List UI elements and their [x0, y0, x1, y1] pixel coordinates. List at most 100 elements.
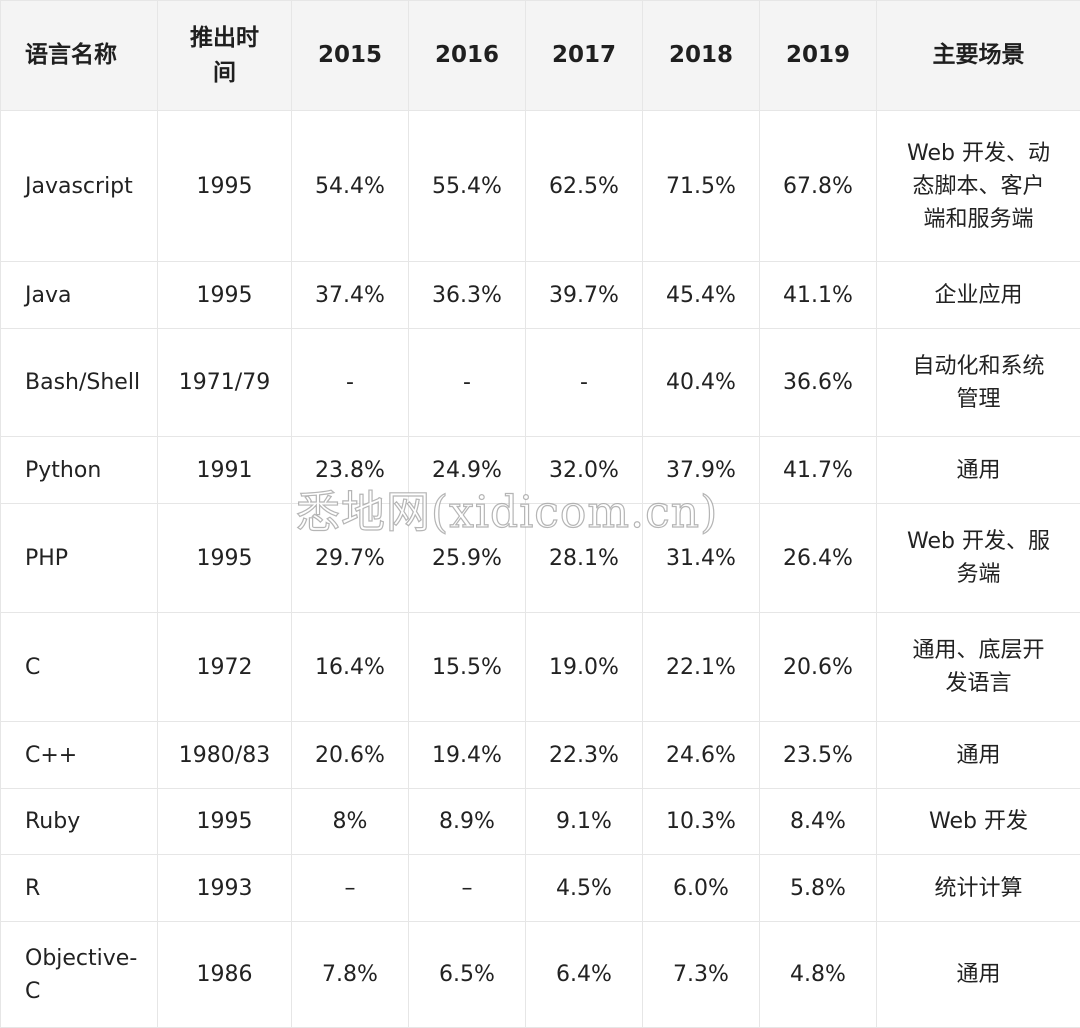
- header-2015: 2015: [292, 1, 409, 111]
- cell-y2019: 5.8%: [760, 855, 877, 922]
- cell-y2016: –: [409, 855, 526, 922]
- cell-y2015: 37.4%: [292, 262, 409, 329]
- cell-y2015: 54.4%: [292, 111, 409, 262]
- header-2019: 2019: [760, 1, 877, 111]
- cell-y2019: 26.4%: [760, 504, 877, 613]
- cell-y2017: 32.0%: [526, 437, 643, 504]
- cell-y2017: -: [526, 329, 643, 437]
- header-2017: 2017: [526, 1, 643, 111]
- cell-release: 1991: [158, 437, 292, 504]
- cell-y2019: 4.8%: [760, 922, 877, 1028]
- cell-name: C++: [1, 722, 158, 789]
- cell-scene: Web 开发、服务端: [877, 504, 1080, 613]
- cell-y2019: 23.5%: [760, 722, 877, 789]
- cell-scene: 企业应用: [877, 262, 1080, 329]
- cell-y2019: 36.6%: [760, 329, 877, 437]
- cell-y2017: 62.5%: [526, 111, 643, 262]
- cell-y2017: 6.4%: [526, 922, 643, 1028]
- cell-y2015: 16.4%: [292, 613, 409, 722]
- cell-y2015: 8%: [292, 789, 409, 855]
- cell-y2018: 31.4%: [643, 504, 760, 613]
- cell-y2016: 6.5%: [409, 922, 526, 1028]
- cell-scene: 通用: [877, 722, 1080, 789]
- cell-name: Javascript: [1, 111, 158, 262]
- cell-y2018: 24.6%: [643, 722, 760, 789]
- cell-name: PHP: [1, 504, 158, 613]
- cell-y2018: 71.5%: [643, 111, 760, 262]
- cell-y2016: 25.9%: [409, 504, 526, 613]
- cell-y2015: 29.7%: [292, 504, 409, 613]
- cell-y2015: 20.6%: [292, 722, 409, 789]
- cell-release: 1986: [158, 922, 292, 1028]
- cell-name: Ruby: [1, 789, 158, 855]
- cell-scene: Web 开发: [877, 789, 1080, 855]
- cell-release: 1995: [158, 504, 292, 613]
- header-name: 语言名称: [1, 1, 158, 111]
- cell-release: 1995: [158, 262, 292, 329]
- header-release: 推出时间: [158, 1, 292, 111]
- cell-scene: 通用: [877, 922, 1080, 1028]
- cell-y2017: 39.7%: [526, 262, 643, 329]
- cell-release: 1971/79: [158, 329, 292, 437]
- cell-y2016: 55.4%: [409, 111, 526, 262]
- cell-y2018: 37.9%: [643, 437, 760, 504]
- cell-release: 1972: [158, 613, 292, 722]
- cell-scene: 统计计算: [877, 855, 1080, 922]
- cell-y2019: 20.6%: [760, 613, 877, 722]
- cell-y2016: 19.4%: [409, 722, 526, 789]
- cell-scene: 通用: [877, 437, 1080, 504]
- header-release-label: 推出时间: [190, 25, 259, 86]
- cell-name: Objective-C: [1, 922, 158, 1028]
- cell-y2019: 41.1%: [760, 262, 877, 329]
- cell-y2017: 4.5%: [526, 855, 643, 922]
- cell-name: Java: [1, 262, 158, 329]
- cell-y2016: 15.5%: [409, 613, 526, 722]
- cell-scene: 通用、底层开发语言: [877, 613, 1080, 722]
- cell-name: Bash/Shell: [1, 329, 158, 437]
- cell-name: Python: [1, 437, 158, 504]
- cell-y2016: 36.3%: [409, 262, 526, 329]
- cell-y2016: 8.9%: [409, 789, 526, 855]
- cell-y2019: 41.7%: [760, 437, 877, 504]
- cell-y2016: -: [409, 329, 526, 437]
- cell-scene: 自动化和系统管理: [877, 329, 1080, 437]
- cell-y2018: 40.4%: [643, 329, 760, 437]
- cell-y2015: 7.8%: [292, 922, 409, 1028]
- cell-y2017: 22.3%: [526, 722, 643, 789]
- table-header-row: 语言名称 推出时间 2015 2016 2017 2018 2019 主要场景: [1, 1, 1080, 111]
- cell-name: R: [1, 855, 158, 922]
- header-2016: 2016: [409, 1, 526, 111]
- cell-y2017: 28.1%: [526, 504, 643, 613]
- cell-y2018: 10.3%: [643, 789, 760, 855]
- cell-y2019: 67.8%: [760, 111, 877, 262]
- cell-y2017: 19.0%: [526, 613, 643, 722]
- header-scene: 主要场景: [877, 1, 1080, 111]
- cell-y2015: –: [292, 855, 409, 922]
- cell-scene: Web 开发、动态脚本、客户端和服务端: [877, 111, 1080, 262]
- cell-release: 1995: [158, 111, 292, 262]
- cell-y2018: 6.0%: [643, 855, 760, 922]
- cell-y2016: 24.9%: [409, 437, 526, 504]
- cell-name: C: [1, 613, 158, 722]
- cell-y2018: 7.3%: [643, 922, 760, 1028]
- cell-y2015: -: [292, 329, 409, 437]
- header-2018: 2018: [643, 1, 760, 111]
- cell-y2018: 22.1%: [643, 613, 760, 722]
- cell-y2017: 9.1%: [526, 789, 643, 855]
- cell-release: 1993: [158, 855, 292, 922]
- cell-release: 1980/83: [158, 722, 292, 789]
- cell-release: 1995: [158, 789, 292, 855]
- cell-y2019: 8.4%: [760, 789, 877, 855]
